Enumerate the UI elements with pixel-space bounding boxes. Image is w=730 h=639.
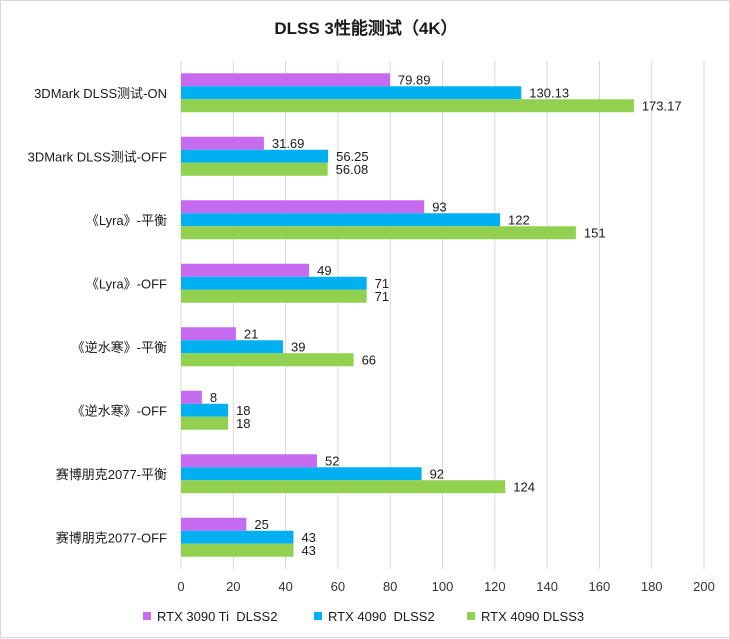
bar-3 bbox=[181, 353, 354, 367]
data-label: 56.25 bbox=[336, 149, 369, 164]
data-label: 71 bbox=[375, 289, 389, 304]
bar-2 bbox=[181, 86, 522, 100]
x-tick-label: 60 bbox=[331, 579, 345, 594]
bar-1 bbox=[181, 73, 390, 87]
legend-label: RTX 4090 DLSS2 bbox=[328, 609, 435, 624]
bar-2 bbox=[181, 467, 422, 481]
bar-2 bbox=[181, 149, 329, 163]
data-label: 79.89 bbox=[398, 72, 431, 87]
legend-swatch bbox=[143, 612, 151, 620]
category-label: 《逆水寒》-平衡 bbox=[72, 340, 167, 355]
bar-1 bbox=[181, 390, 202, 404]
bar-2 bbox=[181, 530, 294, 544]
data-label: 21 bbox=[244, 326, 258, 341]
x-tick-label: 100 bbox=[432, 579, 454, 594]
legend: RTX 3090 Ti DLSS2 RTX 4090 DLSS2 RTX 4090 … bbox=[143, 609, 584, 624]
x-axis-tick-labels: 0 20 40 60 80 100 120 140 160 180 200 bbox=[177, 579, 714, 594]
category-label: 3DMark DLSS测试-ON bbox=[34, 86, 167, 101]
category-label: 《Lyra》-OFF bbox=[86, 276, 167, 291]
category-label: 《逆水寒》-OFF bbox=[72, 403, 167, 418]
data-label: 56.08 bbox=[336, 162, 369, 177]
x-tick-label: 120 bbox=[484, 579, 506, 594]
bar-1 bbox=[181, 327, 236, 341]
data-label: 31.69 bbox=[272, 136, 305, 151]
chart-title: DLSS 3性能测试（4K） bbox=[274, 18, 457, 38]
category-label: 赛博朋克2077-平衡 bbox=[56, 467, 167, 482]
bar-1 bbox=[181, 517, 247, 531]
bar-3 bbox=[181, 480, 506, 494]
data-label: 18 bbox=[236, 416, 250, 431]
data-label: 25 bbox=[254, 517, 268, 532]
data-label: 43 bbox=[301, 543, 315, 558]
legend-swatch bbox=[314, 612, 322, 620]
category-label: 《Lyra》-平衡 bbox=[86, 213, 167, 228]
bar-1 bbox=[181, 200, 425, 214]
data-label: 49 bbox=[317, 263, 331, 278]
data-label: 124 bbox=[513, 479, 535, 494]
data-label: 173.17 bbox=[642, 98, 682, 113]
bar-1 bbox=[181, 136, 264, 150]
category-labels: 3DMark DLSS测试-ON 3DMark DLSS测试-OFF 《Lyra》-… bbox=[28, 86, 167, 546]
bar-3 bbox=[181, 416, 229, 430]
x-tick-label: 200 bbox=[693, 579, 715, 594]
bar-3 bbox=[181, 543, 294, 557]
data-label: 66 bbox=[362, 352, 376, 367]
bars bbox=[181, 73, 634, 557]
data-label: 8 bbox=[210, 390, 217, 405]
category-label: 3DMark DLSS测试-OFF bbox=[28, 149, 167, 164]
bar-3 bbox=[181, 226, 576, 240]
bar-2 bbox=[181, 340, 283, 354]
data-label: 151 bbox=[584, 225, 606, 240]
data-label: 18 bbox=[236, 403, 250, 418]
x-tick-label: 180 bbox=[641, 579, 663, 594]
x-tick-label: 0 bbox=[177, 579, 184, 594]
data-label: 43 bbox=[301, 530, 315, 545]
bar-1 bbox=[181, 263, 310, 277]
bar-2 bbox=[181, 276, 367, 290]
legend-label: RTX 3090 Ti DLSS2 bbox=[157, 609, 277, 624]
category-label: 赛博朋克2077-OFF bbox=[56, 530, 167, 545]
data-label: 122 bbox=[508, 212, 530, 227]
legend-swatch bbox=[467, 612, 475, 620]
data-label: 130.13 bbox=[529, 85, 569, 100]
data-label: 71 bbox=[375, 276, 389, 291]
legend-label: RTX 4090 DLSS3 bbox=[481, 609, 584, 624]
data-label: 92 bbox=[430, 466, 444, 481]
x-tick-label: 160 bbox=[589, 579, 611, 594]
data-label: 93 bbox=[432, 199, 446, 214]
bar-3 bbox=[181, 289, 367, 303]
x-tick-label: 80 bbox=[383, 579, 397, 594]
data-label: 39 bbox=[291, 339, 305, 354]
bar-2 bbox=[181, 403, 229, 417]
x-tick-label: 140 bbox=[536, 579, 558, 594]
bar-3 bbox=[181, 162, 328, 176]
data-label: 52 bbox=[325, 453, 339, 468]
bar-3 bbox=[181, 99, 634, 113]
x-tick-label: 20 bbox=[226, 579, 240, 594]
bar-2 bbox=[181, 213, 501, 227]
x-tick-label: 40 bbox=[278, 579, 292, 594]
bar-1 bbox=[181, 454, 317, 468]
